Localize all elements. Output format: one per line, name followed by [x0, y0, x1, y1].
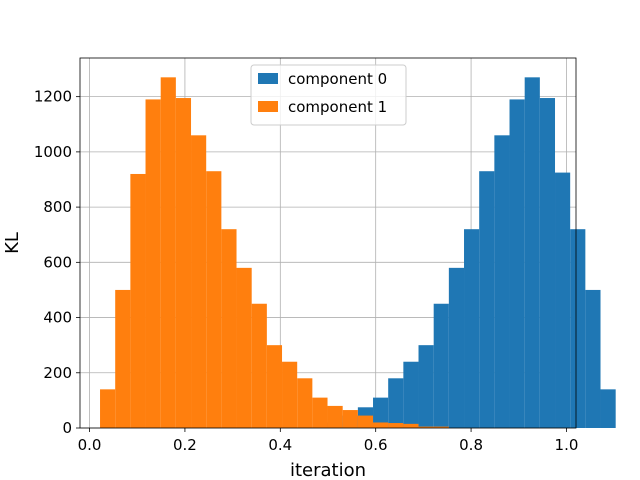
histogram-bar — [539, 98, 556, 428]
histogram-bar — [418, 345, 434, 428]
histogram-bar — [115, 289, 131, 428]
histogram-bar — [403, 423, 419, 428]
x-tick-label: 0.4 — [268, 436, 292, 454]
histogram-bar — [266, 345, 283, 428]
y-tick-label: 1000 — [34, 143, 72, 161]
series-component-1-bars — [100, 77, 449, 429]
x-axis-label: iteration — [290, 460, 366, 480]
histogram-bar — [100, 389, 116, 428]
histogram-bar — [327, 405, 343, 428]
histogram-bar — [130, 173, 146, 428]
histogram-bar — [191, 135, 207, 429]
histogram-bar — [206, 171, 222, 428]
histogram-bar — [357, 415, 374, 428]
legend-swatch-component-1 — [258, 101, 278, 112]
histogram-bar — [433, 303, 449, 428]
histogram-bar — [145, 99, 161, 428]
histogram-bar — [509, 99, 525, 428]
legend-label-component-0: component 0 — [288, 70, 387, 88]
histogram-bar — [373, 397, 389, 428]
histogram-bar — [555, 172, 571, 428]
x-tick-label: 1.0 — [555, 436, 579, 454]
x-tick-label: 0.0 — [78, 436, 102, 454]
histogram-bar — [175, 98, 192, 428]
histogram-bar — [388, 378, 404, 428]
x-tick-label: 0.2 — [173, 436, 197, 454]
histogram-bar — [464, 229, 480, 428]
histogram-bar — [251, 303, 267, 428]
histogram-bar — [282, 361, 298, 428]
histogram-bar — [570, 229, 586, 428]
series-component-0-bars — [312, 77, 616, 429]
histogram-bar — [418, 426, 434, 428]
legend-label-component-1: component 1 — [288, 98, 387, 116]
histogram-bar — [297, 378, 313, 428]
legend-box — [250, 64, 407, 126]
x-tick-label: 0.6 — [364, 436, 388, 454]
histogram-bar — [373, 422, 389, 428]
y-axis-ticks: 0 200 400 600 800 1000 1200 — [34, 88, 80, 437]
x-axis-ticks: 0.0 0.2 0.4 0.6 0.8 1.0 — [78, 428, 579, 454]
x-tick-label: 0.8 — [459, 436, 483, 454]
histogram-bar — [342, 410, 358, 428]
histogram-bar — [524, 77, 540, 428]
histogram-bar — [236, 267, 252, 428]
histogram-bar — [448, 267, 465, 428]
y-axis-label: KL — [2, 232, 23, 254]
legend: component 0 component 1 — [250, 64, 407, 126]
histogram-bar — [479, 171, 495, 428]
plot-frame — [79, 57, 577, 429]
y-tick-label: 1200 — [34, 88, 72, 106]
histogram-bar — [600, 389, 616, 428]
y-tick-label: 400 — [43, 309, 72, 327]
histogram-bar — [403, 361, 419, 428]
histogram-bar — [433, 426, 449, 428]
histogram-bar — [494, 135, 510, 429]
legend-swatch-component-0 — [258, 73, 278, 84]
histogram-bar — [388, 423, 404, 428]
y-tick-label: 0 — [62, 419, 72, 437]
histogram-bar — [160, 77, 176, 428]
histogram-bar — [312, 397, 328, 428]
y-tick-label: 200 — [43, 364, 72, 382]
histogram-bar — [221, 229, 237, 428]
histogram-bar — [585, 289, 601, 428]
y-tick-label: 800 — [43, 198, 72, 216]
y-tick-label: 600 — [43, 253, 72, 271]
